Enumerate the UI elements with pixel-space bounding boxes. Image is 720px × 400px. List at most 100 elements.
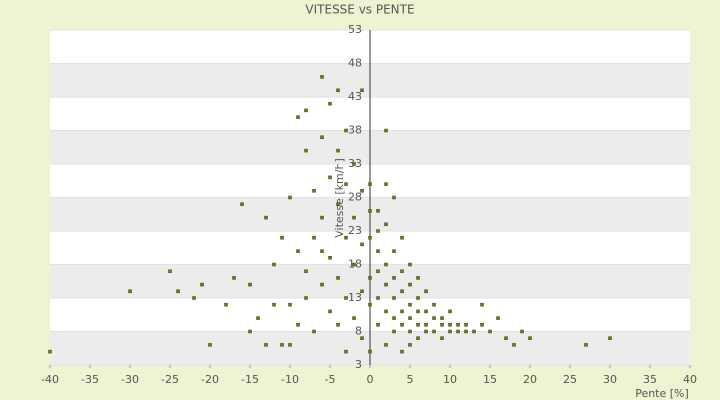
point	[408, 282, 412, 287]
point	[272, 302, 276, 307]
y-tick-label: 8	[355, 325, 362, 338]
point	[336, 276, 340, 280]
point	[512, 343, 516, 347]
point	[392, 329, 396, 334]
x-tick-label: 15	[483, 373, 497, 386]
x-tick-label: 25	[563, 373, 577, 386]
point	[368, 276, 372, 280]
point	[360, 336, 364, 340]
point	[464, 323, 468, 327]
point	[352, 262, 356, 267]
point	[304, 296, 308, 300]
point	[456, 329, 460, 334]
point	[376, 209, 380, 213]
point	[496, 316, 500, 320]
point	[368, 182, 372, 186]
point	[416, 323, 420, 327]
point	[288, 195, 292, 200]
point	[312, 329, 316, 334]
point	[424, 329, 428, 334]
point	[376, 249, 380, 253]
point	[392, 276, 396, 280]
point	[480, 302, 484, 307]
point	[312, 189, 316, 193]
point	[392, 195, 396, 200]
point	[440, 323, 444, 327]
point	[416, 336, 420, 340]
point	[432, 316, 436, 320]
point	[440, 316, 444, 320]
point	[312, 235, 316, 240]
point	[448, 329, 452, 334]
point	[328, 175, 332, 180]
point	[328, 101, 332, 106]
point	[296, 249, 300, 253]
point	[408, 329, 412, 334]
x-tick-label: 35	[643, 373, 657, 386]
point	[400, 269, 404, 273]
point	[296, 115, 300, 119]
point	[344, 349, 348, 354]
point	[264, 215, 268, 220]
x-tick-label: -30	[121, 373, 139, 386]
point	[448, 323, 452, 327]
point	[304, 108, 308, 113]
y-tick-label: 28	[348, 191, 362, 204]
x-tick-label: 5	[407, 373, 414, 386]
point	[400, 309, 404, 314]
y-tick-label: 43	[348, 90, 362, 103]
point	[408, 262, 412, 267]
point	[296, 323, 300, 327]
point	[400, 289, 404, 294]
point	[384, 343, 388, 347]
point	[456, 323, 460, 327]
point	[432, 329, 436, 334]
point	[384, 222, 388, 227]
point	[416, 296, 420, 300]
x-tick-label: 30	[603, 373, 617, 386]
point	[248, 329, 252, 334]
point	[584, 343, 588, 347]
point	[344, 182, 348, 186]
point	[368, 302, 372, 307]
point	[272, 262, 276, 267]
point	[360, 88, 364, 93]
x-tick-label: -25	[161, 373, 179, 386]
point	[384, 262, 388, 267]
point	[200, 282, 204, 287]
point	[320, 249, 324, 253]
point	[288, 302, 292, 307]
point	[520, 329, 524, 334]
point	[360, 242, 364, 247]
point	[384, 182, 388, 186]
point	[336, 323, 340, 327]
point	[392, 296, 396, 300]
point	[336, 202, 340, 206]
x-tick-label: 40	[683, 373, 697, 386]
y-tick-label: 48	[348, 57, 362, 70]
point	[608, 336, 612, 340]
point	[504, 336, 508, 340]
point	[400, 235, 404, 240]
point	[320, 215, 324, 220]
point	[248, 282, 252, 287]
point	[464, 329, 468, 334]
point	[440, 336, 444, 340]
point	[208, 343, 212, 347]
point	[360, 289, 364, 294]
point	[488, 329, 492, 334]
point	[384, 128, 388, 133]
point	[368, 235, 372, 240]
point	[240, 202, 244, 206]
point	[304, 269, 308, 273]
point	[176, 289, 180, 294]
point	[368, 209, 372, 213]
point	[424, 323, 428, 327]
point	[376, 269, 380, 273]
point	[432, 302, 436, 307]
point	[320, 75, 324, 79]
point	[424, 309, 428, 314]
point	[368, 349, 372, 354]
point	[472, 329, 476, 334]
point	[336, 148, 340, 153]
